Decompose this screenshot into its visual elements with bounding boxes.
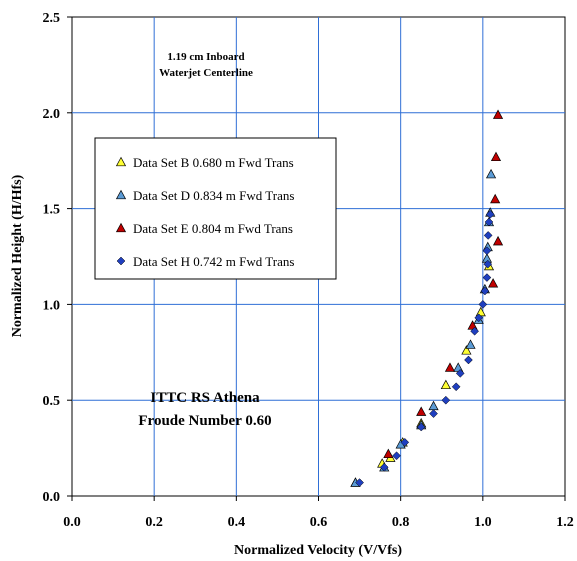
y-tick-label: 2.5 bbox=[43, 11, 61, 26]
data-point-series-3 bbox=[416, 422, 426, 432]
legend-label-h: Data Set H 0.742 m Fwd Trans bbox=[133, 254, 294, 269]
data-point-series-3 bbox=[484, 217, 494, 227]
legend-box bbox=[94, 137, 337, 280]
data-point-series-3 bbox=[464, 355, 473, 365]
legend-marker-0 bbox=[115, 156, 127, 167]
data-point-series-2 bbox=[490, 151, 502, 162]
x-tick-label: 0.4 bbox=[228, 515, 246, 530]
data-point-series-2 bbox=[416, 406, 427, 416]
annotation-bottom: ITTC RS Athena Froude Number 0.60 bbox=[138, 390, 271, 429]
annotation-bottom-line-2: Froude Number 0.60 bbox=[138, 413, 271, 429]
x-tick-label: 0.0 bbox=[63, 515, 81, 530]
data-point-series-3 bbox=[451, 382, 461, 392]
annotation-top-line-2: Waterjet Centerline bbox=[159, 67, 253, 79]
y-tick-label: 1.5 bbox=[43, 203, 61, 218]
ticks bbox=[67, 16, 566, 501]
data-point-series-3 bbox=[474, 313, 484, 323]
y-tick-label: 1.0 bbox=[43, 298, 61, 313]
y-tick-labels: 0.0 0.5 1.0 1.5 2.0 2.5 bbox=[43, 11, 61, 505]
annotation-top-line-1: 1.19 cm Inboard bbox=[167, 51, 244, 63]
data-point-series-1 bbox=[465, 339, 476, 349]
data-point-series-2 bbox=[492, 235, 504, 246]
data-point-series-3 bbox=[483, 259, 493, 269]
x-tick-label: 1.2 bbox=[556, 515, 574, 530]
data-point-series-0 bbox=[440, 379, 451, 390]
x-tick-label: 1.0 bbox=[474, 515, 492, 530]
data-point-series-2 bbox=[492, 109, 504, 119]
y-tick-label: 2.0 bbox=[43, 107, 61, 122]
data-point-series-3 bbox=[392, 451, 401, 461]
data-point-series-3 bbox=[483, 231, 493, 240]
data-point-series-3 bbox=[400, 437, 410, 447]
data-point-series-3 bbox=[485, 209, 495, 219]
x-tick-label: 0.8 bbox=[392, 515, 410, 530]
legend-markers bbox=[115, 156, 127, 266]
legend: Data Set B 0.680 m Fwd Trans Data Set D … bbox=[94, 137, 337, 280]
x-tick-label: 0.6 bbox=[310, 515, 328, 530]
x-tick-labels: 0.0 0.2 0.4 0.6 0.8 1.0 1.2 bbox=[63, 515, 574, 530]
data-point-series-3 bbox=[482, 246, 492, 256]
data-point-series-3 bbox=[480, 286, 490, 296]
data-point-series-2 bbox=[444, 362, 456, 372]
legend-label-b: Data Set B 0.680 m Fwd Trans bbox=[133, 155, 294, 170]
y-tick-label: 0.5 bbox=[43, 394, 61, 409]
data-point-series-3 bbox=[355, 478, 364, 487]
data-point-series-3 bbox=[379, 462, 389, 472]
y-axis-label: Normalized Height (H/Hfs) bbox=[10, 174, 25, 337]
x-axis-label: Normalized Velocity (V/Vfs) bbox=[234, 543, 402, 558]
legend-label-d: Data Set D 0.834 m Fwd Trans bbox=[133, 188, 294, 203]
data-point-series-2 bbox=[383, 448, 394, 459]
data-point-series-3 bbox=[441, 395, 451, 405]
data-point-series-3 bbox=[482, 273, 492, 282]
data-point-series-2 bbox=[488, 278, 499, 288]
legend-marker-1 bbox=[115, 189, 127, 200]
annotation-top: 1.19 cm Inboard Waterjet Centerline bbox=[159, 51, 253, 79]
y-tick-label: 0.0 bbox=[43, 490, 61, 505]
data-point-series-1 bbox=[485, 168, 497, 179]
data-point-series-3 bbox=[429, 409, 438, 418]
data-point-series-3 bbox=[470, 326, 479, 336]
legend-label-e: Data Set E 0.804 m Fwd Trans bbox=[133, 221, 293, 236]
legend-marker-3 bbox=[116, 256, 126, 266]
data-points bbox=[350, 109, 504, 487]
legend-marker-2 bbox=[115, 222, 127, 233]
annotation-bottom-line-1: ITTC RS Athena bbox=[150, 390, 260, 406]
x-tick-label: 0.2 bbox=[145, 515, 163, 530]
data-point-series-3 bbox=[478, 300, 488, 309]
data-point-series-0 bbox=[461, 345, 472, 355]
data-point-series-3 bbox=[455, 369, 465, 378]
data-point-series-2 bbox=[490, 193, 501, 204]
